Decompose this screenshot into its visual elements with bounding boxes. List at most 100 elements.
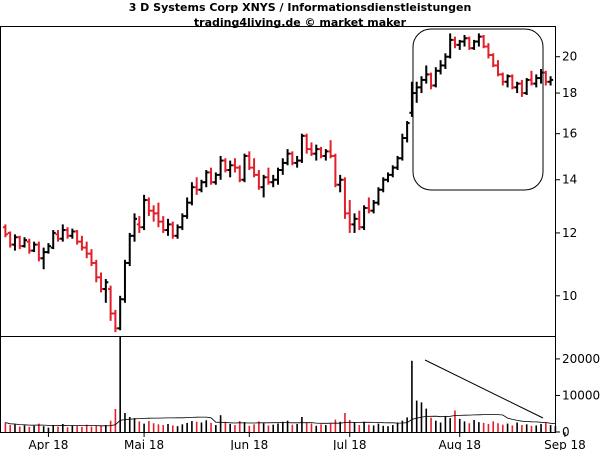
- price-bar: [175, 224, 181, 239]
- volume-tick-label: 0: [562, 425, 570, 439]
- price-bar: [108, 285, 114, 321]
- price-bar: [127, 232, 133, 267]
- price-bar: [165, 218, 171, 236]
- volume-bars: [4, 337, 557, 432]
- price-bar: [45, 243, 51, 254]
- price-tick-label: 12: [562, 226, 577, 240]
- price-bar: [160, 216, 166, 233]
- price-bar: [395, 155, 401, 171]
- volume-axis: 0 10000 20000: [555, 352, 600, 439]
- price-bar: [323, 149, 329, 161]
- price-bar: [318, 146, 324, 159]
- price-bar: [132, 213, 138, 242]
- price-bars: [2, 33, 554, 333]
- time-tick-label: Jul 18: [332, 438, 367, 450]
- price-bar: [509, 74, 515, 90]
- price-bar: [337, 174, 343, 193]
- price-bar: [442, 53, 448, 70]
- price-bar: [98, 272, 104, 293]
- time-tick-label: Mai 18: [124, 438, 164, 450]
- price-bar: [409, 81, 415, 117]
- price-tick-label: 20: [562, 50, 577, 64]
- price-bar: [481, 35, 487, 49]
- price-bar: [60, 224, 66, 242]
- price-bar: [275, 167, 281, 185]
- price-bar: [313, 144, 319, 161]
- price-bar: [122, 259, 128, 303]
- price-bar: [332, 153, 338, 188]
- price-bar: [289, 151, 295, 166]
- time-tick-label: Jun 18: [229, 438, 268, 450]
- price-bar: [242, 153, 248, 183]
- price-bar: [55, 230, 61, 242]
- price-bar: [261, 174, 267, 198]
- price-bar: [414, 81, 420, 103]
- price-tick-label: 18: [562, 86, 577, 100]
- price-bar: [342, 177, 348, 219]
- price-bar: [519, 79, 525, 97]
- price-bar: [69, 228, 75, 239]
- volume-tick-label: 10000: [562, 388, 600, 402]
- price-bar: [304, 133, 310, 154]
- price-bar: [428, 72, 434, 90]
- price-bar: [41, 247, 47, 270]
- price-bar: [418, 76, 424, 94]
- price-bar: [548, 76, 554, 86]
- price-axis: 10 12 14 16 18 20: [555, 50, 577, 303]
- time-tick-label: Aug 18: [438, 438, 481, 450]
- price-bar: [151, 205, 157, 222]
- price-bar: [505, 74, 511, 88]
- price-bar: [50, 230, 56, 250]
- time-axis: Apr 18 Mai 18 Jun 18 Jul 18 Aug 18 Sep 18: [29, 432, 586, 450]
- price-bar: [452, 36, 458, 49]
- price-bar: [251, 158, 257, 178]
- price-bar: [74, 230, 80, 245]
- price-bar: [189, 182, 195, 206]
- price-bar: [184, 197, 190, 219]
- price-bar: [36, 241, 42, 262]
- price-bar: [218, 155, 224, 180]
- price-bar: [84, 241, 90, 259]
- price-bar: [265, 167, 271, 185]
- price-bar: [213, 172, 219, 185]
- price-bar: [308, 142, 314, 156]
- price-bar: [117, 295, 123, 331]
- price-bar: [366, 197, 372, 214]
- price-bar: [528, 70, 534, 86]
- chart-subtitle: trading4living.de © market maker: [193, 16, 407, 29]
- price-bar: [203, 170, 209, 188]
- price-bar: [524, 78, 530, 95]
- price-bar: [2, 224, 8, 238]
- price-bar: [356, 210, 362, 231]
- price-bar: [256, 170, 262, 190]
- price-bar: [222, 158, 228, 173]
- price-bar: [112, 309, 118, 333]
- price-bar: [285, 149, 291, 166]
- price-bar: [347, 200, 353, 233]
- price-bar: [194, 177, 200, 195]
- price-bar: [433, 67, 439, 88]
- price-bar: [141, 194, 147, 231]
- price-tick-label: 10: [562, 289, 577, 303]
- price-bar: [246, 151, 252, 171]
- price-tick-label: 14: [562, 173, 577, 187]
- price-bar: [294, 155, 300, 168]
- price-bar: [328, 140, 334, 159]
- price-bar: [227, 160, 233, 178]
- chart-title: 3 D Systems Corp XNYS / Informationsdien…: [128, 1, 472, 14]
- price-bar: [88, 249, 94, 267]
- price-bar: [179, 213, 185, 231]
- price-bar: [208, 167, 214, 185]
- price-bar: [232, 158, 238, 173]
- price-bar: [361, 205, 367, 231]
- volume-tick-label: 20000: [562, 352, 600, 366]
- price-bar: [476, 33, 482, 47]
- price-bar: [7, 231, 13, 248]
- price-bar: [471, 39, 477, 50]
- price-bar: [404, 120, 410, 143]
- price-bar: [26, 238, 32, 254]
- price-bar: [447, 33, 453, 59]
- price-bar: [65, 227, 71, 239]
- price-bar: [423, 65, 429, 84]
- price-bar: [457, 39, 463, 50]
